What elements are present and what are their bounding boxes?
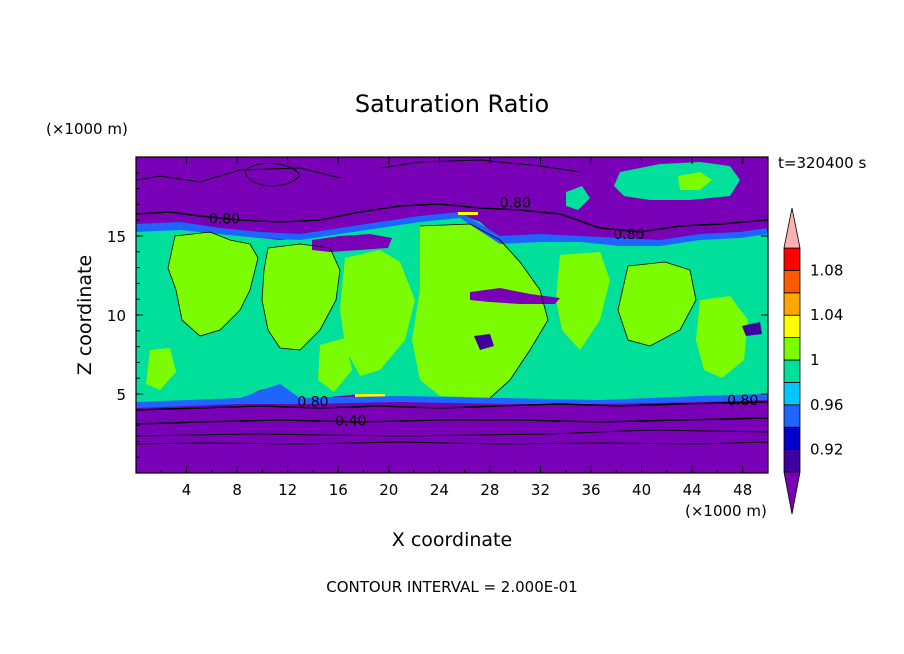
contour-label: 0.80 — [500, 196, 531, 212]
green-region-5 — [556, 252, 610, 350]
blue-band-top — [136, 212, 768, 246]
green-region-3 — [340, 250, 415, 376]
x-axis-label: X coordinate — [392, 529, 512, 551]
upper-teal-patch-1 — [614, 162, 740, 200]
colorbar-segment — [783, 404, 801, 428]
x-tick-label: 24 — [430, 481, 449, 499]
x-tick-label: 20 — [379, 481, 398, 499]
green-region-2 — [262, 244, 340, 350]
contour-line-lower-0.80 — [136, 401, 768, 411]
colorbar-segment — [783, 292, 801, 316]
upper-teal-patch-2 — [566, 186, 590, 210]
colorbar-segment — [783, 426, 801, 451]
x-tick-label: 16 — [329, 481, 348, 499]
colorbar-segment — [783, 247, 801, 271]
y-tick-label: 10 — [107, 307, 126, 325]
x-tick-label: 4 — [182, 481, 192, 499]
y-axis-ticks: 5 10 15 — [107, 172, 768, 458]
x-unit-label: (×1000 m) — [685, 502, 767, 520]
contour-line-mid — [136, 429, 768, 437]
colorbar-label: 0.96 — [810, 396, 843, 414]
contour-label: 0.80 — [613, 227, 644, 243]
colorbar-segment — [783, 359, 801, 383]
contour-labels: 0.80 0.80 0.80 0.80 0.40 0.80 — [209, 196, 758, 430]
contour-label: 0.80 — [297, 395, 328, 411]
yellow-spot-2 — [458, 212, 478, 215]
colorbar-segment — [783, 337, 801, 361]
contour-label: 0.80 — [727, 393, 758, 409]
y-tick-label: 15 — [107, 228, 126, 246]
colorbar-label: 1.04 — [810, 306, 843, 324]
contour-interval-footer: CONTOUR INTERVAL = 2.000E-01 — [326, 578, 577, 596]
colorbar-segment — [783, 314, 801, 339]
y-axis-label: Z coordinate — [74, 255, 96, 375]
green-region-6 — [618, 262, 696, 346]
contour-line-top-cells — [136, 159, 581, 187]
purple-intrusion-3 — [474, 334, 494, 350]
x-tick-label: 36 — [581, 481, 600, 499]
contour-line-inner — [167, 223, 697, 399]
contour-line-lowest — [136, 441, 768, 445]
contour-label: 0.40 — [335, 414, 366, 430]
colorbar-label: 0.92 — [810, 441, 843, 459]
chart-title: Saturation Ratio — [355, 90, 549, 118]
x-tick-label: 48 — [733, 481, 752, 499]
colorbar-under-triangle — [783, 471, 801, 515]
upper-green-patch-1 — [678, 172, 712, 190]
plot-field: 0.80 0.80 0.80 0.80 0.40 0.80 — [136, 157, 768, 473]
green-region-9 — [318, 338, 352, 392]
colorbar: 0.92 0.96 1 1.04 1.08 — [783, 207, 843, 515]
x-tick-label: 12 — [278, 481, 297, 499]
x-tick-label: 40 — [632, 481, 651, 499]
x-tick-label: 32 — [531, 481, 550, 499]
y-tick-label: 5 — [116, 386, 126, 404]
purple-intrusion-4 — [742, 322, 762, 336]
purple-intrusion-1 — [312, 234, 392, 252]
colorbar-segment — [783, 449, 801, 473]
x-tick-label: 8 — [232, 481, 242, 499]
colorbar-label: 1 — [810, 351, 820, 369]
purple-intrusion-2 — [470, 288, 560, 304]
green-region-4 — [412, 224, 548, 398]
green-region-1 — [168, 232, 258, 336]
green-region-8 — [146, 348, 176, 390]
x-tick-label: 28 — [480, 481, 499, 499]
y-unit-label: (×1000 m) — [46, 120, 128, 138]
green-region-7 — [696, 296, 748, 378]
colorbar-over-triangle — [783, 207, 801, 249]
colorbar-label: 1.08 — [810, 261, 843, 279]
contour-label: 0.80 — [209, 211, 240, 227]
blue-band-bottom — [136, 384, 768, 408]
colorbar-segment — [783, 269, 801, 294]
contour-line-upper — [136, 203, 768, 233]
x-axis-ticks: 4 8 12 16 20 24 28 32 36 40 44 48 — [160, 157, 752, 499]
contour-line-0.40 — [136, 417, 768, 425]
yellow-spot-1 — [355, 394, 385, 398]
x-tick-label: 44 — [683, 481, 702, 499]
colorbar-segment — [783, 381, 801, 406]
time-label: t=320400 s — [778, 154, 866, 172]
